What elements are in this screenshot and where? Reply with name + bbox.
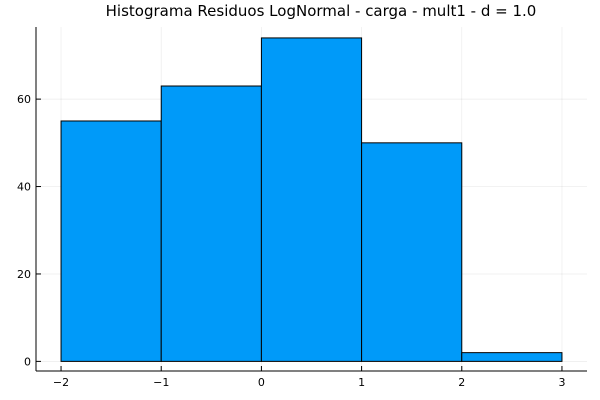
- histogram-bar: [461, 352, 563, 362]
- histogram-bar: [160, 85, 262, 362]
- y-tick-label: 20: [17, 268, 31, 281]
- x-tick-label: 0: [258, 376, 265, 389]
- x-tick-label: 3: [558, 376, 565, 389]
- x-tick-label: 2: [458, 376, 465, 389]
- x-tick-label: −2: [53, 376, 69, 389]
- histogram-bar: [260, 37, 363, 362]
- histogram-bar: [361, 142, 463, 362]
- axes-layer: [35, 27, 587, 372]
- x-tick-label: 1: [358, 376, 365, 389]
- ticks-layer: −2 −1 0 1 2 3 0 20 40 60: [17, 93, 565, 389]
- chart-title: Histograma Residuos LogNormal - carga - …: [106, 2, 537, 20]
- x-tick-label: −1: [153, 376, 169, 389]
- y-tick-label: 40: [17, 181, 31, 194]
- histogram-bar: [60, 120, 162, 362]
- y-tick-label: 0: [24, 355, 31, 368]
- y-tick-label: 60: [17, 93, 31, 106]
- bars-layer: [60, 37, 563, 362]
